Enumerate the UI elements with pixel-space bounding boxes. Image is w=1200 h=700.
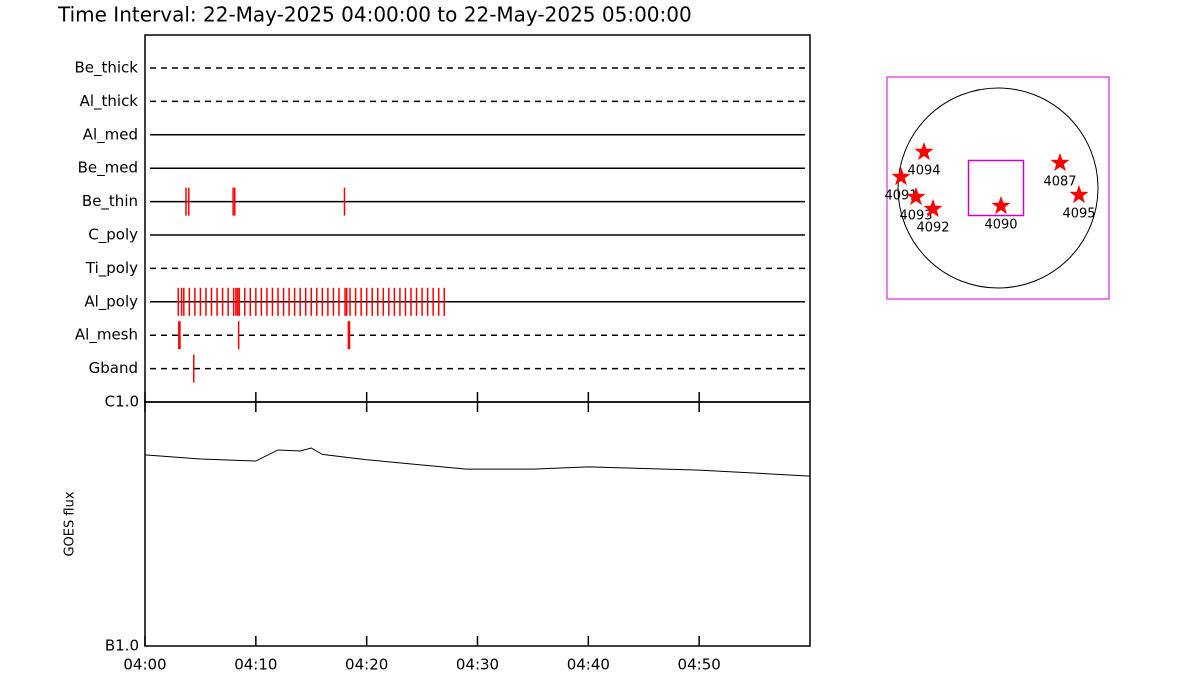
solar-limb [897,87,1099,289]
x-tick-label: 04:50 [678,656,721,674]
row-label: Gband [89,359,138,377]
x-tick-label: 04:40 [567,656,610,674]
region-label: 4090 [984,218,1017,233]
region-label: 4093 [899,209,932,224]
row-label: Be_thin [82,192,138,211]
fov-box [967,159,1025,217]
region-label: 4095 [1062,207,1095,222]
flux-line [144,447,811,477]
row-label: Be_med [78,159,138,178]
row-label: Al_poly [84,292,138,311]
flux-frame [144,401,811,647]
x-tick-label: 04:00 [123,656,166,674]
region-label: 4087 [1043,175,1076,190]
row-label: Ti_poly [85,259,138,278]
row-label: Al_thick [80,92,139,111]
region-label: 4091 [884,189,917,204]
map-frame [886,76,1110,300]
x-tick-label: 04:30 [456,656,499,674]
y-tick-label: B1.0 [105,637,139,655]
region-star [923,199,943,218]
timeline-frame [144,34,811,403]
region-label: 4092 [916,221,949,236]
y-axis-label: GOES flux [63,491,78,556]
region-star [1069,185,1089,204]
y-tick-label: C1.0 [105,393,139,411]
row-label: C_poly [88,226,138,245]
x-tick-label: 04:10 [234,656,277,674]
region-label: 4094 [907,164,940,179]
region-star [1050,153,1070,172]
region-star [891,167,911,186]
row-label: Al_med [83,125,138,144]
row-label: Al_mesh [75,326,138,345]
region-star [991,196,1011,215]
x-tick-label: 04:20 [345,656,388,674]
region-star [914,142,934,161]
row-label: Be_thick [74,59,138,78]
region-star [906,187,926,206]
chart-title: Time Interval: 22-May-2025 04:00:00 to 2… [57,3,692,27]
